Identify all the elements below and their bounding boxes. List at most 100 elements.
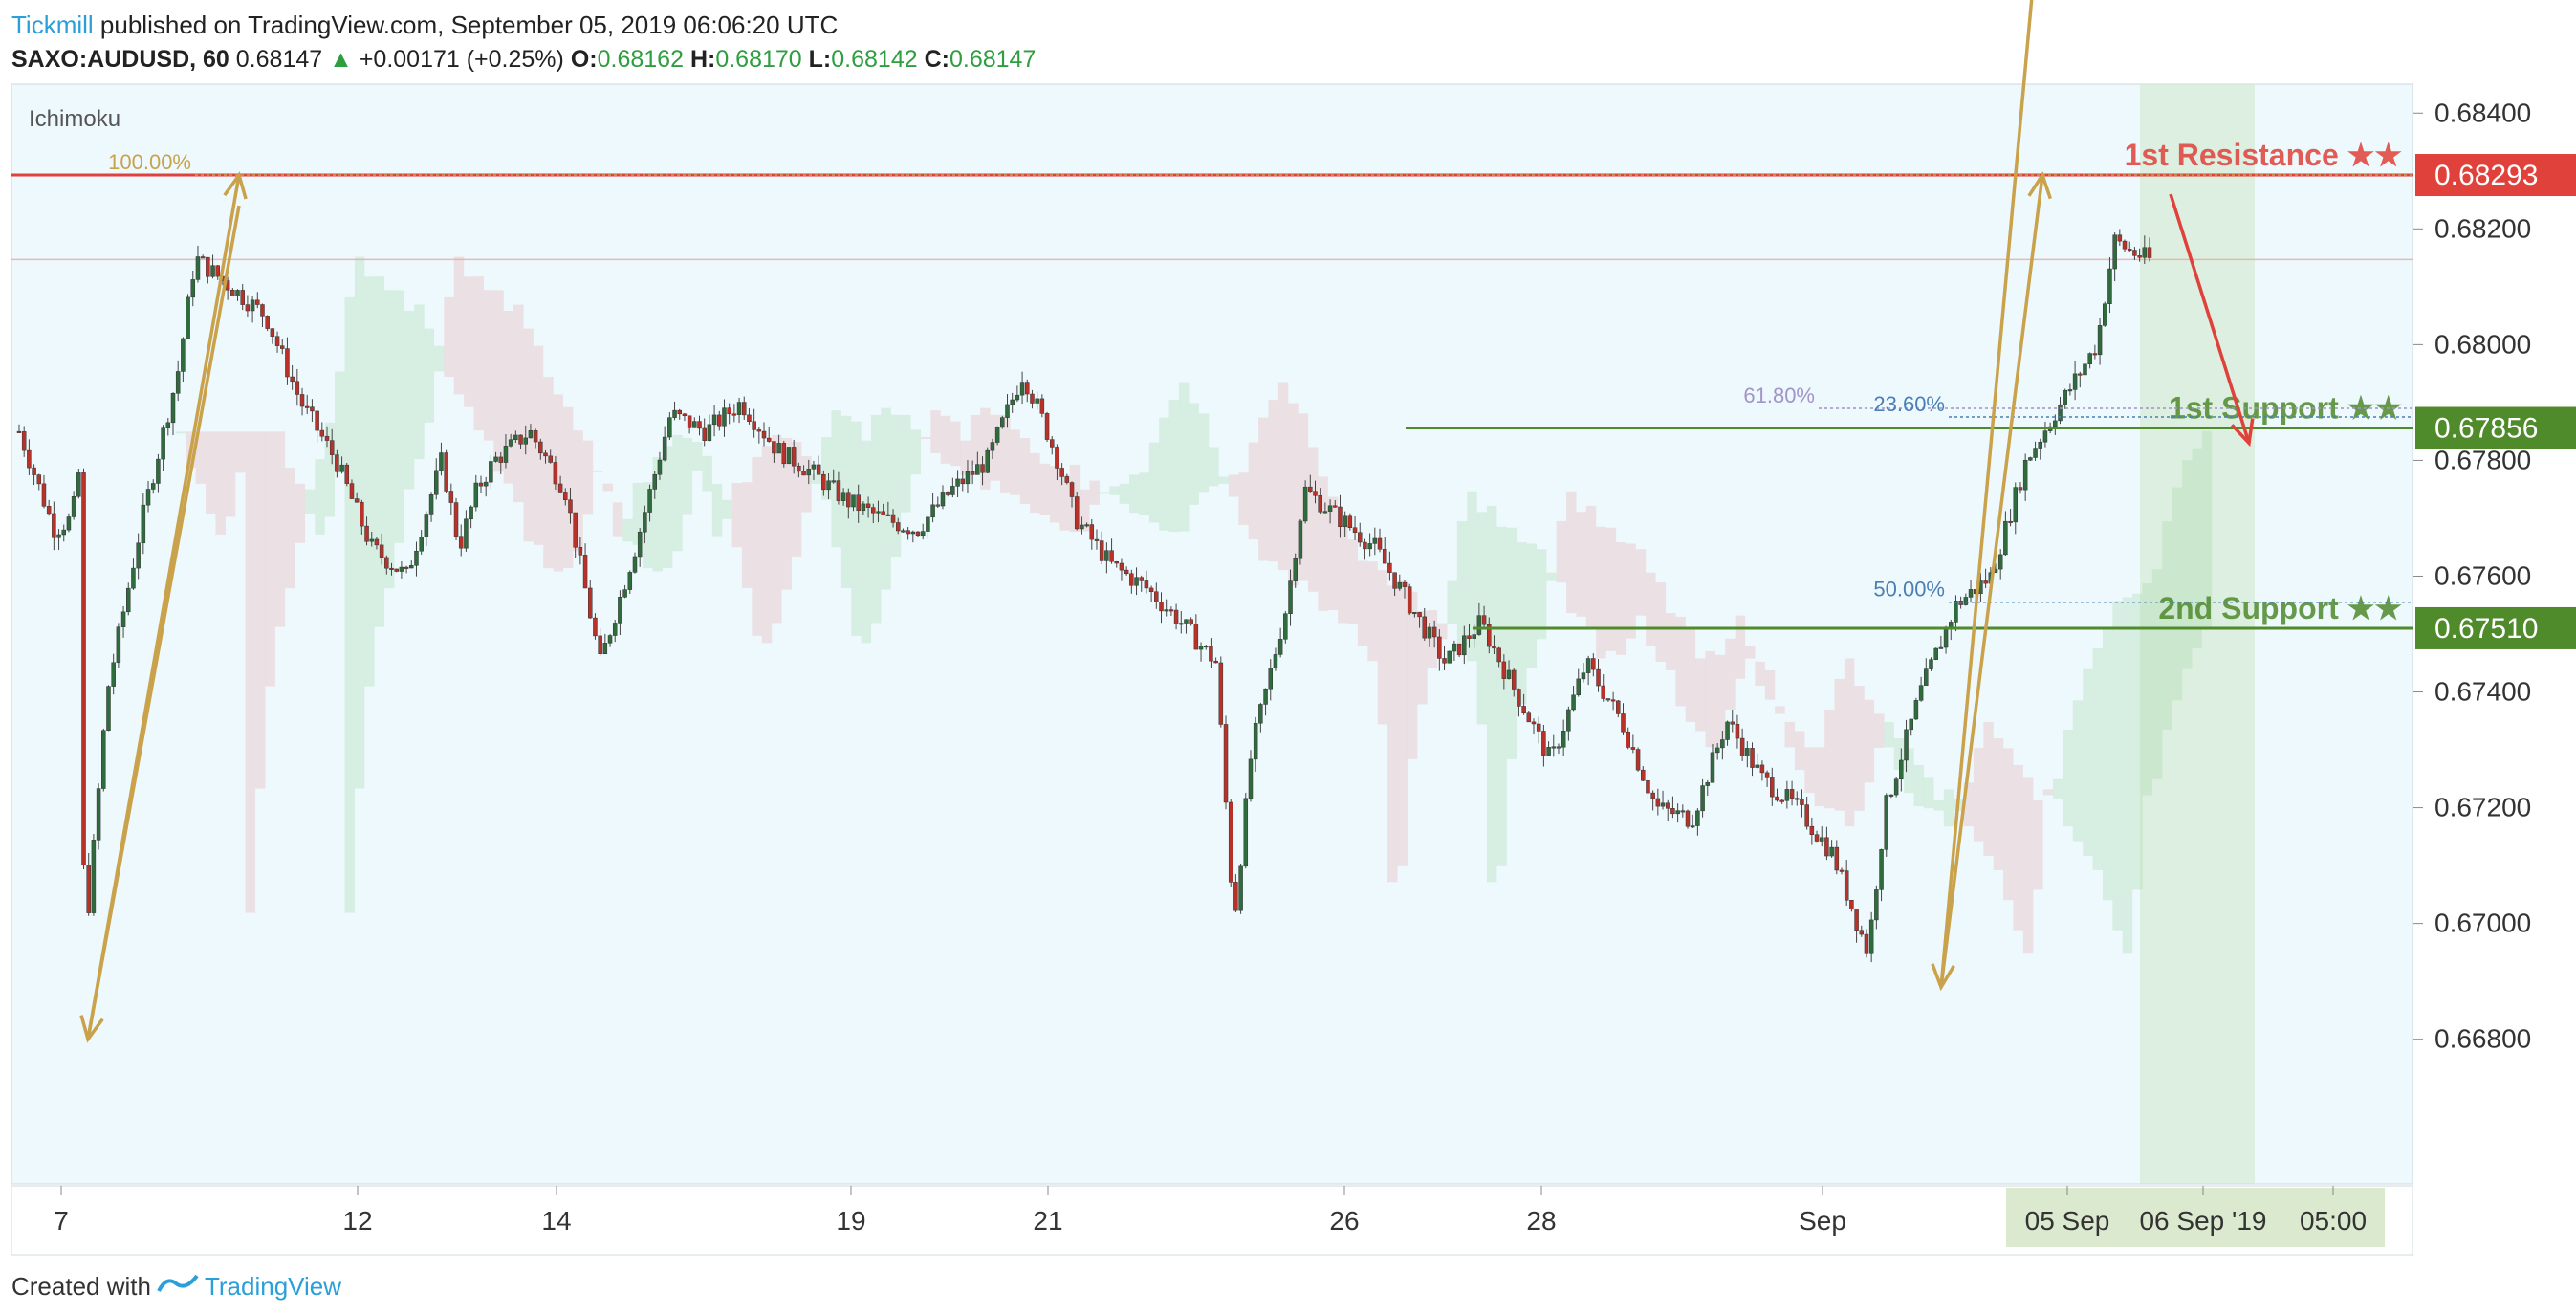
candle-body	[677, 409, 682, 415]
candle-body	[1710, 752, 1715, 783]
fib-label: 50.00%	[1873, 578, 1945, 602]
up-triangle-icon: ▲	[329, 46, 353, 73]
ichimoku-segment	[1039, 463, 1051, 515]
candle-body	[36, 474, 42, 485]
ichimoku-segment	[2072, 700, 2084, 842]
ichimoku-segment	[1646, 572, 1656, 647]
candle-body	[2067, 389, 2073, 392]
candle-body	[1556, 746, 1561, 749]
candle-body	[434, 470, 439, 495]
level-price-label: 0.67856	[2434, 413, 2538, 445]
price-axis[interactable]	[2413, 84, 2576, 1255]
candle-body	[652, 473, 658, 490]
ichimoku-segment	[1566, 491, 1577, 614]
candle-body	[1223, 724, 1229, 803]
candle-body	[2103, 303, 2107, 326]
candle-body	[1099, 540, 1104, 561]
candle-body	[1357, 532, 1363, 543]
candle-body	[1874, 889, 1879, 921]
candle-body	[831, 480, 836, 483]
candle-body	[165, 422, 171, 428]
candle-body	[2112, 234, 2117, 270]
candle-body	[1442, 658, 1447, 664]
candle-body	[1238, 865, 1243, 911]
candle-body	[444, 452, 448, 492]
candle-body	[1739, 737, 1745, 756]
brand-name[interactable]: Tickmill	[11, 11, 94, 39]
ichimoku-segment	[2042, 789, 2054, 796]
low-value: 0.68142	[831, 46, 918, 73]
fib-label: 23.60%	[1873, 392, 1945, 416]
candle-body	[582, 555, 588, 589]
candle-body	[116, 626, 121, 664]
ichimoku-segment	[2122, 597, 2133, 954]
candle-body	[156, 458, 161, 484]
candle-body	[260, 304, 265, 317]
indicator-label[interactable]: Ichimoku	[29, 106, 120, 132]
candle-body	[2087, 353, 2092, 364]
x-tick-label: 21	[1033, 1206, 1062, 1236]
ichimoku-segment	[1268, 400, 1278, 562]
symbol-label[interactable]: SAXO:AUDUSD, 60	[11, 46, 229, 73]
candle-body	[1025, 382, 1030, 395]
candle-body	[772, 441, 776, 454]
candle-body	[687, 415, 692, 428]
candle-body	[1298, 520, 1303, 559]
candle-body	[414, 550, 419, 566]
candle-body	[1382, 548, 1387, 564]
ichimoku-segment	[1456, 520, 1468, 646]
candle-body	[46, 506, 52, 515]
ichimoku-segment	[840, 415, 852, 588]
ichimoku-segment	[741, 482, 753, 588]
candle-body	[1427, 626, 1432, 639]
ichimoku-segment	[404, 310, 415, 490]
ichimoku-segment	[215, 431, 226, 535]
published-text: published on TradingView.com, September …	[99, 11, 839, 39]
ichimoku-segment	[881, 407, 891, 590]
candle-body	[1124, 569, 1129, 575]
candle-body	[235, 290, 240, 296]
ichimoku-segment	[354, 256, 365, 789]
ichimoku-segment	[970, 414, 981, 465]
candle-body	[310, 406, 315, 412]
candle-body	[513, 434, 518, 440]
ichimoku-segment	[2003, 748, 2014, 901]
candle-body	[1318, 495, 1322, 513]
candle-body	[379, 544, 384, 558]
candle-body	[1616, 700, 1621, 714]
ichimoku-segment	[2063, 729, 2073, 827]
ichimoku-segment	[1119, 483, 1130, 504]
candle-body	[2063, 389, 2067, 405]
candle-body	[315, 410, 319, 431]
candle-body	[731, 413, 737, 416]
candle-body	[349, 483, 355, 499]
candle-body	[1864, 933, 1869, 954]
ichimoku-segment	[1218, 476, 1229, 484]
ichimoku-segment	[980, 407, 991, 490]
candle-body	[1005, 404, 1010, 418]
candle-body	[181, 338, 186, 372]
candle-body	[1069, 482, 1075, 497]
candle-body	[1277, 639, 1283, 655]
ichimoku-segment	[1277, 382, 1289, 571]
candle-body	[1839, 869, 1845, 872]
ichimoku-segment	[1198, 413, 1210, 493]
ichimoku-segment	[2083, 668, 2093, 857]
ichimoku-segment	[940, 415, 951, 464]
candle-body	[1352, 527, 1358, 533]
candle-body	[865, 503, 871, 508]
plot-background	[11, 83, 2414, 1185]
fib-label: 61.80%	[1743, 383, 1815, 407]
candle-body	[806, 469, 812, 476]
tradingview-link[interactable]: TradingView	[204, 1272, 342, 1301]
candle-body	[578, 547, 583, 556]
candle-body	[940, 492, 946, 507]
candle-body	[1536, 723, 1541, 732]
ichimoku-segment	[851, 421, 862, 636]
candle-body	[1596, 668, 1601, 687]
candle-body	[1144, 580, 1149, 589]
candle-body	[1089, 524, 1095, 540]
candle-body	[1789, 789, 1795, 799]
ichimoku-segment	[2102, 627, 2113, 901]
